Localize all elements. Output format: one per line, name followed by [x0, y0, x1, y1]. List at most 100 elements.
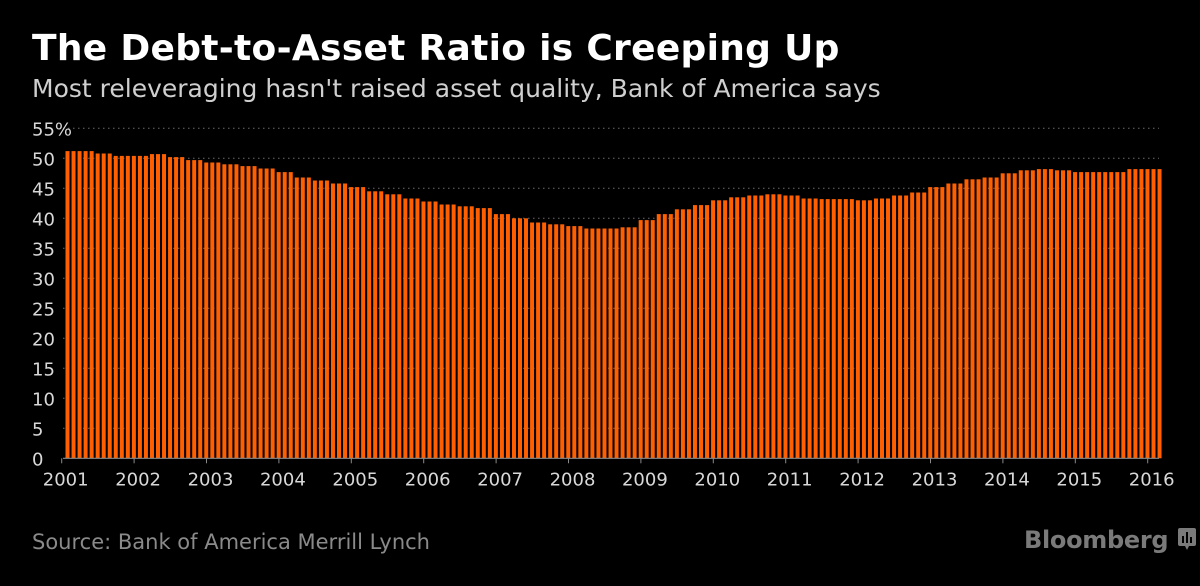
bar: [204, 162, 209, 459]
bar: [1012, 173, 1017, 459]
bar: [186, 160, 191, 459]
bar: [168, 157, 173, 459]
bar: [632, 227, 637, 459]
bar: [928, 187, 933, 459]
bar: [801, 198, 806, 459]
bar: [680, 209, 685, 459]
bar: [499, 214, 504, 459]
bar: [143, 155, 148, 459]
bar: [1103, 172, 1108, 459]
bar: [1097, 172, 1102, 459]
bar: [264, 168, 269, 459]
bar: [113, 155, 118, 459]
bar: [228, 164, 233, 459]
bar: [463, 206, 468, 459]
bar: [318, 180, 323, 459]
bar: [131, 155, 136, 459]
bar: [940, 187, 945, 459]
bar: [1091, 172, 1096, 459]
bloomberg-logo: Bloomberg: [1024, 526, 1197, 554]
bar: [656, 214, 661, 459]
bar: [795, 195, 800, 459]
bar: [934, 187, 939, 459]
bar: [137, 155, 142, 459]
bar: [916, 192, 921, 459]
chart-bubble-icon: [1178, 528, 1197, 550]
bar: [542, 222, 547, 459]
bar: [837, 199, 842, 459]
bar: [469, 206, 474, 459]
y-tick-label: 30: [32, 269, 55, 290]
x-tick-label: 2015: [1056, 469, 1102, 490]
bar: [397, 194, 402, 459]
bar: [282, 172, 287, 459]
y-tick-label: 50: [32, 149, 55, 170]
bar: [1157, 169, 1162, 459]
bar: [1054, 170, 1059, 459]
bar: [162, 154, 167, 459]
bar: [1036, 169, 1041, 459]
bar: [306, 177, 311, 459]
bar: [1000, 173, 1005, 459]
bar: [729, 197, 734, 459]
bar: [747, 195, 752, 459]
bar: [910, 192, 915, 459]
x-tick-label: 2013: [912, 469, 958, 490]
bar: [330, 183, 335, 459]
bar: [1109, 172, 1114, 459]
bar: [1018, 170, 1023, 459]
bar: [741, 197, 746, 459]
bar: [765, 194, 770, 459]
bar: [867, 200, 872, 459]
bar: [976, 179, 981, 459]
bar: [952, 183, 957, 459]
x-tick-label: 2001: [43, 469, 89, 490]
bar: [662, 214, 667, 459]
bar: [270, 168, 275, 459]
bar: [373, 191, 378, 459]
bar: [819, 199, 824, 459]
bar: [898, 195, 903, 459]
bar: [379, 191, 384, 459]
bar: [222, 164, 227, 459]
bar: [650, 220, 655, 459]
bar: [717, 200, 722, 459]
bar: [125, 155, 130, 459]
bar: [1079, 172, 1084, 459]
bar: [1115, 172, 1120, 459]
logo-text: Bloomberg: [1024, 526, 1169, 554]
bar: [234, 164, 239, 459]
bar: [192, 160, 197, 459]
x-tick-label: 2012: [839, 469, 885, 490]
bar: [481, 208, 486, 459]
bar: [1030, 170, 1035, 459]
bar: [849, 199, 854, 459]
x-tick-label: 2008: [550, 469, 596, 490]
bar: [946, 183, 951, 459]
x-tick-label: 2002: [115, 469, 161, 490]
bar: [813, 198, 818, 459]
bar: [644, 220, 649, 459]
y-tick-label: 25: [32, 299, 55, 320]
bar: [1133, 169, 1138, 459]
bar: [807, 198, 812, 459]
bar: [324, 180, 329, 459]
bar: [1139, 169, 1144, 459]
bar: [83, 151, 88, 459]
bar: [511, 218, 516, 459]
bar: [825, 199, 830, 459]
bar: [831, 199, 836, 459]
bar: [409, 198, 414, 459]
bar: [626, 227, 631, 459]
bar: [1127, 169, 1132, 459]
bar: [415, 198, 420, 459]
bar: [1024, 170, 1029, 459]
bar: [101, 153, 106, 459]
bar: [922, 192, 927, 459]
bar: [590, 228, 595, 459]
bar: [65, 151, 70, 459]
bar: [692, 205, 697, 459]
bar: [711, 200, 716, 459]
bar: [614, 228, 619, 459]
bar: [566, 226, 571, 459]
